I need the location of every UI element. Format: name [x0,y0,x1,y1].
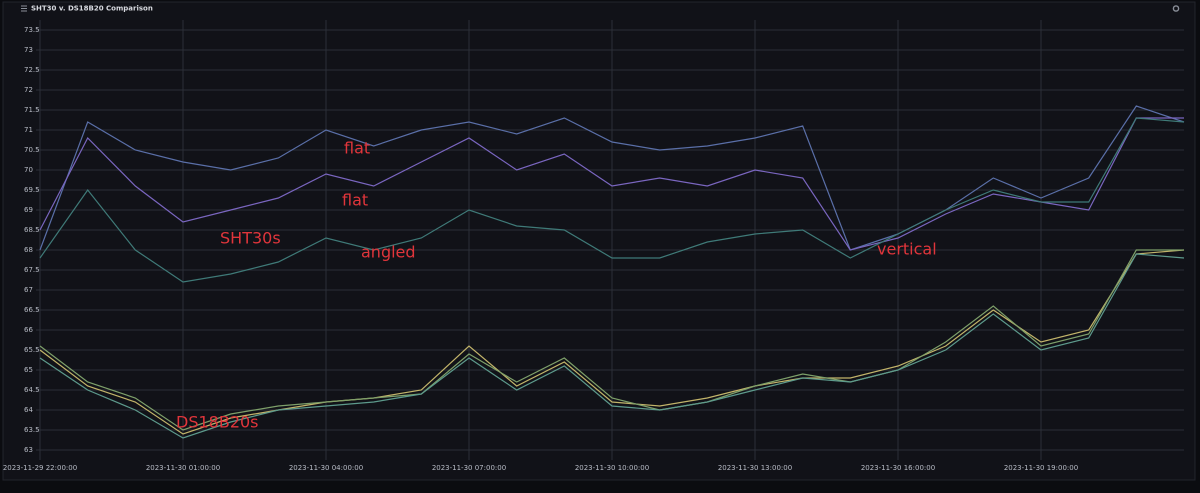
x-tick-label: 2023-11-30 19:00:00 [1004,464,1078,472]
x-tick-label: 2023-11-30 10:00:00 [575,464,649,472]
y-tick-label: 72.5 [24,66,40,74]
annotation: vertical [877,240,937,259]
y-tick-label: 70.5 [24,146,40,154]
y-tick-label: 71.5 [24,106,40,114]
x-tick-label: 2023-11-30 13:00:00 [718,464,792,472]
y-tick-label: 63.5 [24,426,40,434]
y-tick-label: 69.5 [24,186,40,194]
y-tick-label: 69 [24,206,33,214]
y-tick-label: 71 [24,126,33,134]
y-tick-label: 68.5 [24,226,40,234]
x-tick-label: 2023-11-29 22:00:00 [3,464,77,472]
annotation: DS18B20s [176,413,259,432]
y-tick-label: 70 [24,166,33,174]
y-tick-label: 63 [24,446,33,454]
series-line [39,249,1184,431]
menu-icon[interactable] [21,5,27,12]
series-line [39,117,1185,283]
y-tick-label: 65.5 [24,346,40,354]
chart-title: SHT30 v. DS18B20 Comparison [31,5,153,13]
y-tick-label: 68 [24,246,33,254]
series-line [39,105,1185,251]
y-tick-label: 72 [24,86,33,94]
annotation: flat [342,191,368,210]
y-tick-label: 64.5 [24,386,40,394]
series-line [39,249,1185,435]
y-tick-label: 64 [24,406,33,414]
y-tick-label: 73.5 [24,26,40,34]
x-tick-label: 2023-11-30 07:00:00 [432,464,506,472]
x-tick-label: 2023-11-30 01:00:00 [146,464,220,472]
panel [2,1,1196,481]
x-tick-label: 2023-11-30 04:00:00 [289,464,363,472]
settings-icon[interactable] [1172,5,1180,12]
y-tick-label: 65 [24,366,33,374]
y-tick-label: 73 [24,46,33,54]
series-line [39,117,1184,251]
series-line [39,253,1185,439]
y-tick-label: 66 [24,326,33,334]
y-tick-label: 67 [24,286,33,294]
annotation: SHT30s [220,229,281,248]
x-tick-label: 2023-11-30 16:00:00 [861,464,935,472]
y-tick-label: 67.5 [24,266,40,274]
annotation: angled [361,243,416,262]
y-tick-label: 66.5 [24,306,40,314]
annotation: flat [344,139,370,158]
